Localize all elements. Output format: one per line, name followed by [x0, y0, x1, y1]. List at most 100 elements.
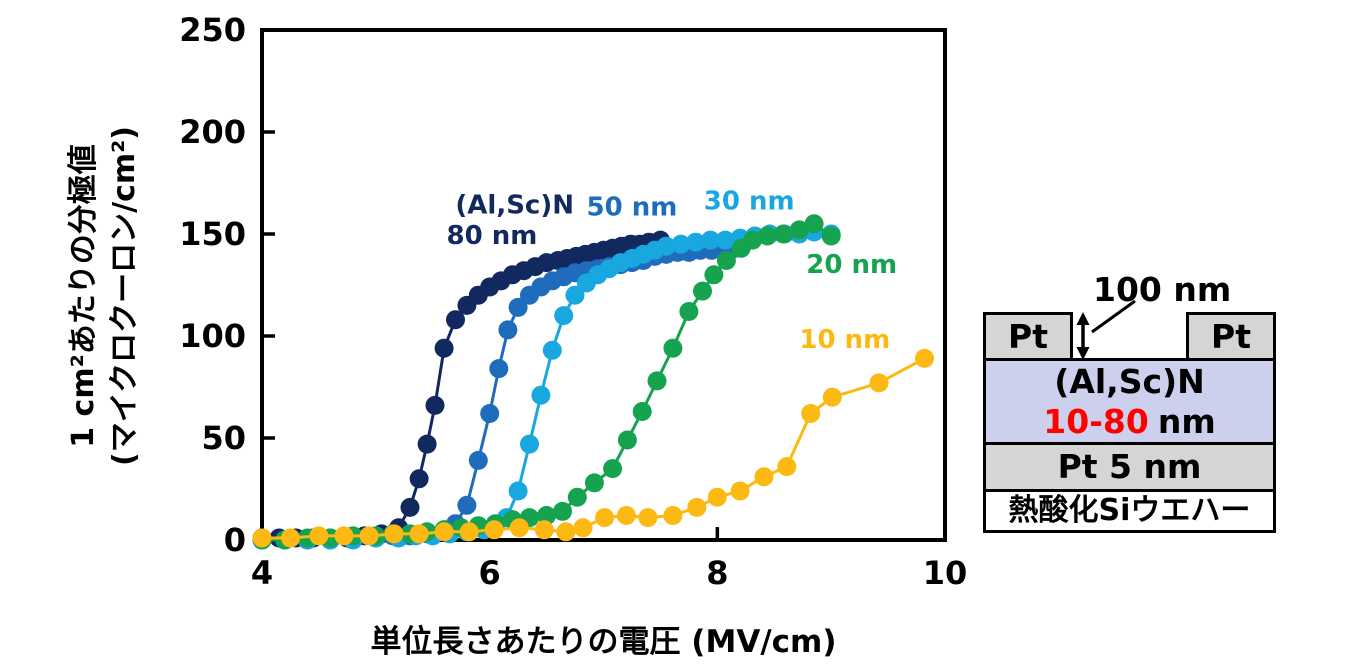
x-tick-label: 10: [923, 554, 968, 592]
series-line-50nm: [262, 246, 735, 542]
data-point-10nm: [409, 524, 429, 544]
y-tick-label: 0: [224, 521, 246, 559]
data-point-30nm: [565, 285, 585, 305]
substrate-layer: 熱酸化Siウエハー: [983, 489, 1276, 533]
y-axis-title-line2: (マイクロクーロン/cm²): [107, 126, 142, 466]
data-point-10nm: [534, 520, 554, 540]
data-point-10nm: [822, 387, 842, 407]
data-point-20nm: [584, 473, 604, 493]
top-electrode-right: Pt: [1186, 312, 1276, 361]
series-label-20nm: 20 nm: [806, 250, 897, 280]
data-point-10nm: [777, 457, 797, 477]
y-axis-title: 1 cm²あたりの分極値 (マイクロクーロン/cm²): [62, 46, 146, 546]
data-point-10nm: [252, 528, 272, 548]
data-point-10nm: [309, 526, 329, 546]
y-tick-label: 50: [201, 419, 246, 457]
data-point-20nm: [821, 226, 841, 246]
data-point-10nm: [801, 404, 821, 423]
data-point-20nm: [757, 226, 777, 246]
data-point-10nm: [754, 467, 774, 487]
data-point-20nm: [632, 402, 652, 421]
film-thickness-label: 10-80 nm: [986, 402, 1273, 442]
data-point-50nm: [498, 320, 518, 340]
x-tick-label: 4: [251, 554, 273, 592]
data-point-10nm: [281, 528, 300, 548]
data-point-20nm: [679, 302, 699, 321]
data-point-30nm: [671, 234, 691, 254]
data-point-20nm: [789, 220, 809, 240]
data-point-50nm: [489, 359, 509, 379]
x-tick-label: 6: [479, 554, 501, 592]
data-point-20nm: [773, 224, 793, 244]
series-line-80nm: [262, 238, 661, 540]
bottom-electrode-layer: Pt 5 nm: [983, 442, 1276, 492]
data-point-50nm: [508, 297, 528, 317]
series-label-50nm: 50 nm: [587, 193, 678, 223]
data-point-10nm: [638, 508, 658, 528]
data-point-10nm: [616, 506, 636, 525]
data-point-80nm: [425, 395, 445, 415]
data-point-20nm: [553, 501, 572, 521]
y-tick-label: 200: [179, 113, 246, 151]
data-point-20nm: [617, 430, 637, 450]
data-point-20nm: [603, 459, 623, 479]
data-point-10nm: [509, 518, 529, 538]
data-point-10nm: [687, 497, 707, 517]
data-point-10nm: [384, 524, 404, 544]
data-point-10nm: [359, 526, 379, 546]
film-thickness-value: 10-80: [1043, 402, 1149, 441]
data-point-80nm: [446, 310, 465, 330]
series-label-30nm: 30 nm: [704, 187, 795, 217]
y-tick-label: 250: [179, 11, 246, 49]
electrode-thickness-label: 100 nm: [1093, 270, 1232, 309]
data-point-30nm: [508, 481, 528, 501]
data-point-10nm: [573, 518, 593, 538]
data-point-10nm: [707, 487, 727, 507]
y-axis-title-line1: 1 cm²あたりの分極値: [66, 144, 101, 448]
x-axis-title: 単位長さあたりの電圧 (MV/cm): [370, 624, 837, 660]
data-point-80nm: [417, 434, 437, 454]
data-point-30nm: [542, 340, 562, 360]
data-point-20nm: [693, 281, 712, 301]
data-point-10nm: [459, 522, 479, 542]
data-point-30nm: [701, 230, 720, 250]
data-point-20nm: [537, 506, 557, 525]
film-layer: (Al,Sc)N 10-80 nm: [983, 358, 1276, 445]
top-electrode-left: Pt: [983, 312, 1073, 361]
data-point-50nm: [457, 495, 477, 515]
data-point-20nm: [663, 338, 683, 358]
data-point-80nm: [434, 338, 454, 358]
series-label-80nm: 80 nm: [447, 221, 538, 251]
data-point-30nm: [656, 236, 676, 256]
data-point-20nm: [704, 265, 724, 285]
data-point-10nm: [434, 522, 454, 542]
data-point-30nm: [554, 306, 574, 326]
data-point-20nm: [567, 487, 587, 507]
data-point-30nm: [520, 434, 539, 454]
data-point-30nm: [686, 232, 706, 252]
data-point-80nm: [409, 469, 429, 489]
data-point-10nm: [595, 508, 615, 528]
device-schematic: 100 nm Pt Pt (Al,Sc)N 10-80 nm Pt 5 nm 熱酸…: [983, 270, 1276, 534]
data-point-10nm: [334, 526, 354, 546]
data-point-10nm: [484, 520, 504, 540]
data-point-20nm: [716, 251, 736, 270]
data-point-10nm: [869, 373, 889, 393]
data-point-50nm: [480, 404, 500, 423]
data-point-10nm: [663, 506, 683, 525]
data-point-20nm: [743, 230, 763, 250]
x-tick-label: 8: [706, 554, 728, 592]
y-tick-label: 100: [179, 317, 246, 355]
data-point-20nm: [647, 371, 667, 391]
data-point-20nm: [804, 214, 824, 234]
plot-frame: [260, 28, 947, 542]
series-line-10nm: [262, 357, 926, 540]
series-label-80nm: (Al,Sc)N: [455, 191, 574, 221]
data-point-50nm: [468, 450, 488, 470]
data-point-10nm: [915, 348, 934, 368]
data-point-80nm: [400, 497, 420, 517]
series-label-10nm: 10 nm: [799, 325, 890, 355]
y-tick-label: 150: [179, 215, 246, 253]
